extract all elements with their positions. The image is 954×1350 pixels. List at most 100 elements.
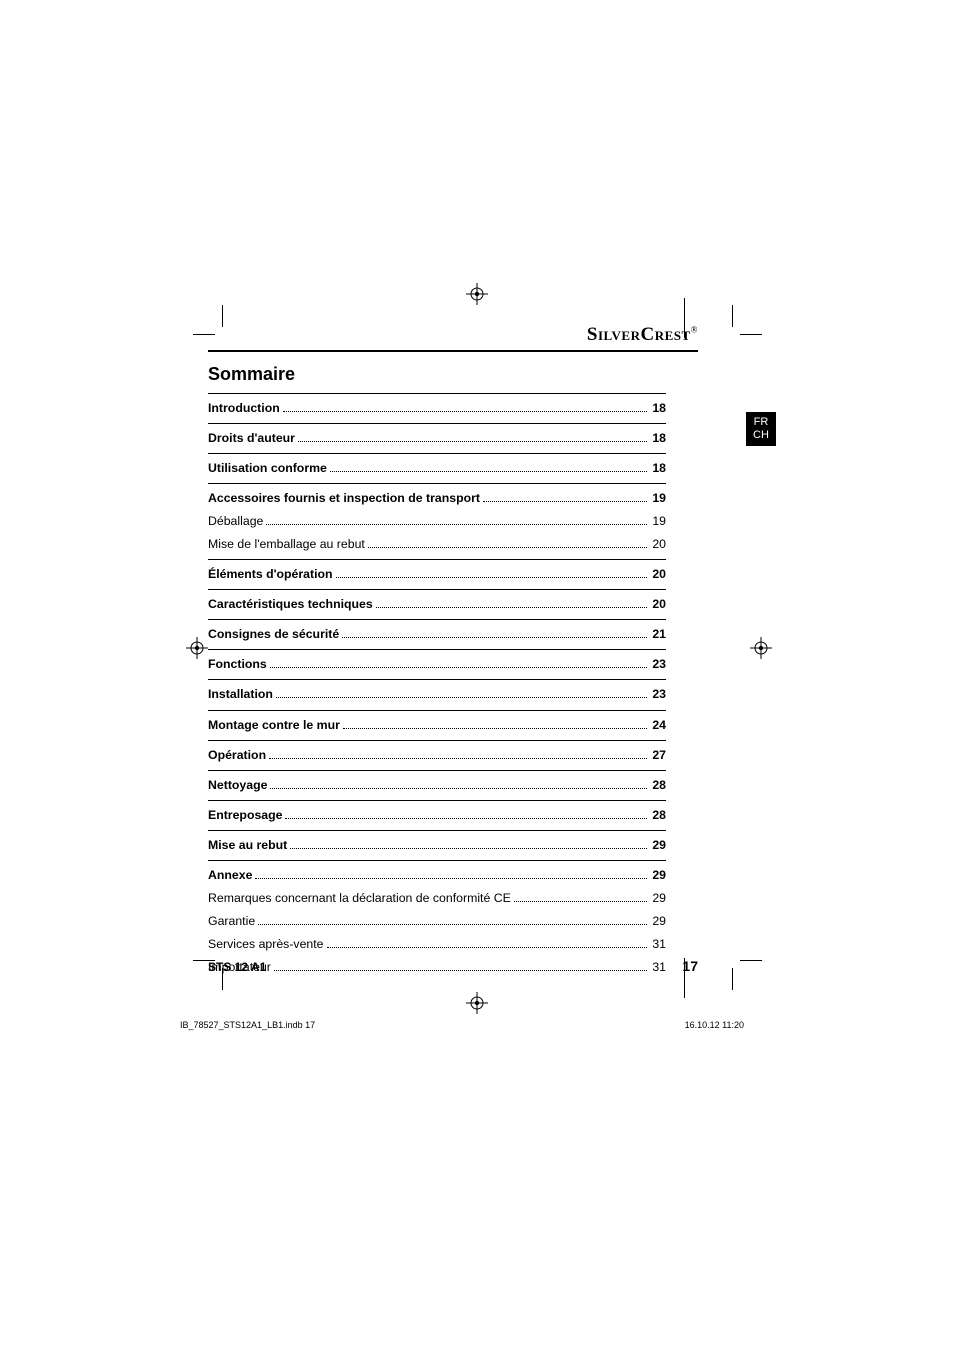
toc-leader-dots	[368, 547, 647, 548]
toc-row: Opération 27	[208, 744, 666, 767]
toc-row: Introduction18	[208, 397, 666, 420]
registration-mark-icon	[186, 637, 208, 659]
toc-page: 18	[650, 399, 666, 418]
toc-row: Nettoyage28	[208, 774, 666, 797]
toc-rule	[208, 423, 666, 424]
toc-label: Annexe	[208, 866, 252, 885]
brand-logo: SilverCrest®	[587, 324, 698, 346]
toc-row: Éléments d'opération20	[208, 563, 666, 586]
toc-rule	[208, 679, 666, 680]
lang-fr: FR	[746, 416, 776, 429]
toc-row: Garantie 29	[208, 910, 666, 933]
indd-filename: IB_78527_STS12A1_LB1.indb 17	[180, 1020, 315, 1030]
toc-row: Remarques concernant la déclaration de c…	[208, 887, 666, 910]
toc-leader-dots	[376, 607, 648, 608]
toc-label: Accessoires fournis et inspection de tra…	[208, 489, 480, 508]
toc-label: Opération	[208, 746, 266, 765]
toc-label: Garantie	[208, 912, 255, 931]
toc-row: Montage contre le mur24	[208, 714, 666, 737]
toc-leader-dots	[342, 637, 647, 638]
toc-leader-dots	[327, 947, 648, 948]
toc-rule	[208, 453, 666, 454]
toc-page: 19	[650, 489, 666, 508]
toc-title: Sommaire	[208, 364, 666, 385]
toc-rule	[208, 860, 666, 861]
toc-label: Remarques concernant la déclaration de c…	[208, 889, 511, 908]
toc-page: 18	[650, 459, 666, 478]
toc-leader-dots	[274, 970, 647, 971]
toc-leader-dots	[266, 524, 647, 525]
toc-label: Mise au rebut	[208, 836, 287, 855]
toc-leader-dots	[276, 697, 647, 698]
toc-label: Éléments d'opération	[208, 565, 333, 584]
toc-page: 29	[650, 889, 666, 908]
toc-page: 21	[650, 625, 666, 644]
toc-rule	[208, 649, 666, 650]
toc-page: 23	[650, 655, 666, 674]
toc-label: Consignes de sécurité	[208, 625, 339, 644]
brand-silver: Silver	[587, 324, 641, 345]
toc-label: Installation	[208, 685, 273, 704]
toc-row: Consignes de sécurité 21	[208, 623, 666, 646]
registration-mark-icon	[466, 992, 488, 1014]
toc-page: 20	[650, 535, 666, 554]
toc-leader-dots	[270, 788, 647, 789]
toc-leader-dots	[330, 471, 647, 472]
toc-page: 24	[650, 716, 666, 735]
toc-page: 29	[650, 912, 666, 931]
toc-rule	[208, 710, 666, 711]
toc-row: Caractéristiques techniques 20	[208, 593, 666, 616]
toc-label: Mise de l'emballage au rebut	[208, 535, 365, 554]
toc-leader-dots	[283, 411, 648, 412]
toc-content: Sommaire Introduction18 Droits d'auteur 18…	[208, 364, 666, 979]
toc-label: Caractéristiques techniques	[208, 595, 373, 614]
page-frame: SilverCrest® FR CH Sommaire Introduction…	[208, 272, 746, 992]
toc-row: Droits d'auteur 18	[208, 427, 666, 450]
toc-page: 19	[650, 512, 666, 531]
toc-label: Fonctions	[208, 655, 267, 674]
toc-row: Mise au rebut 29	[208, 834, 666, 857]
toc-label: Droits d'auteur	[208, 429, 295, 448]
toc-leader-dots	[483, 501, 647, 502]
brand-crest: Crest	[640, 324, 690, 345]
brand-registered-icon: ®	[691, 325, 698, 335]
registration-mark-icon	[750, 637, 772, 659]
toc-row: Déballage 19	[208, 510, 666, 533]
toc-row: Services après-vente 31	[208, 933, 666, 956]
toc-page: 29	[650, 836, 666, 855]
indd-timestamp: 16.10.12 11:20	[685, 1020, 744, 1030]
brand-rule	[208, 350, 698, 352]
toc-label: Utilisation conforme	[208, 459, 327, 478]
toc-rule	[208, 619, 666, 620]
toc-leader-dots	[269, 758, 647, 759]
toc-row: Fonctions 23	[208, 653, 666, 676]
toc-rule	[208, 483, 666, 484]
toc-row: Accessoires fournis et inspection de tra…	[208, 487, 666, 510]
toc-page: 31	[650, 958, 666, 977]
toc-page: 31	[650, 935, 666, 954]
toc-leader-dots	[258, 924, 647, 925]
toc-label: Déballage	[208, 512, 263, 531]
toc-rule	[208, 800, 666, 801]
toc-label: Entreposage	[208, 806, 282, 825]
toc-page: 20	[650, 595, 666, 614]
toc-page: 29	[650, 866, 666, 885]
lang-ch: CH	[746, 429, 776, 442]
toc-leader-dots	[255, 878, 647, 879]
toc-leader-dots	[336, 577, 648, 578]
toc-rule	[208, 770, 666, 771]
toc-page: 18	[650, 429, 666, 448]
toc-page: 28	[650, 806, 666, 825]
toc-leader-dots	[285, 818, 647, 819]
toc-leader-dots	[514, 901, 648, 902]
toc-page: 23	[650, 685, 666, 704]
language-tab: FR CH	[746, 412, 776, 446]
toc-page: 27	[650, 746, 666, 765]
toc-rule	[208, 589, 666, 590]
toc-leader-dots	[290, 848, 647, 849]
toc-label: Services après-vente	[208, 935, 324, 954]
toc-row: Annexe 29	[208, 864, 666, 887]
toc-rule	[208, 393, 666, 394]
toc-row: Utilisation conforme 18	[208, 457, 666, 480]
footer-model: STS 12 A1	[208, 960, 266, 974]
